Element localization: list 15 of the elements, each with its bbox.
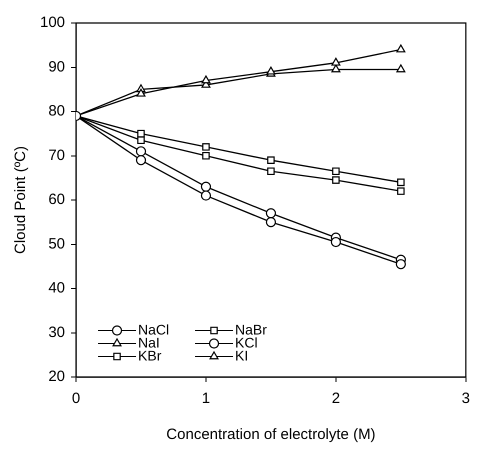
x-tick-label: 3: [462, 390, 470, 408]
x-tick-label: 2: [332, 390, 340, 408]
y-axis-title: Cloud Point (ºC): [12, 146, 30, 254]
x-tick-label: 1: [202, 390, 210, 408]
y-tick-label: 30: [48, 324, 66, 341]
x-axis-title: Concentration of electrolyte (M): [166, 426, 376, 444]
y-tick-label: 80: [48, 102, 66, 120]
y-tick-label: 90: [48, 58, 66, 76]
y-tick-label: 20: [48, 368, 66, 386]
y-tick-label: 50: [48, 235, 66, 252]
y-tick-label: 60: [48, 191, 66, 208]
y-tick-label: 100: [40, 14, 66, 32]
x-tick-label: 0: [72, 390, 80, 408]
y-tick-label: 40: [48, 280, 66, 297]
y-tick-label: 70: [48, 146, 66, 164]
